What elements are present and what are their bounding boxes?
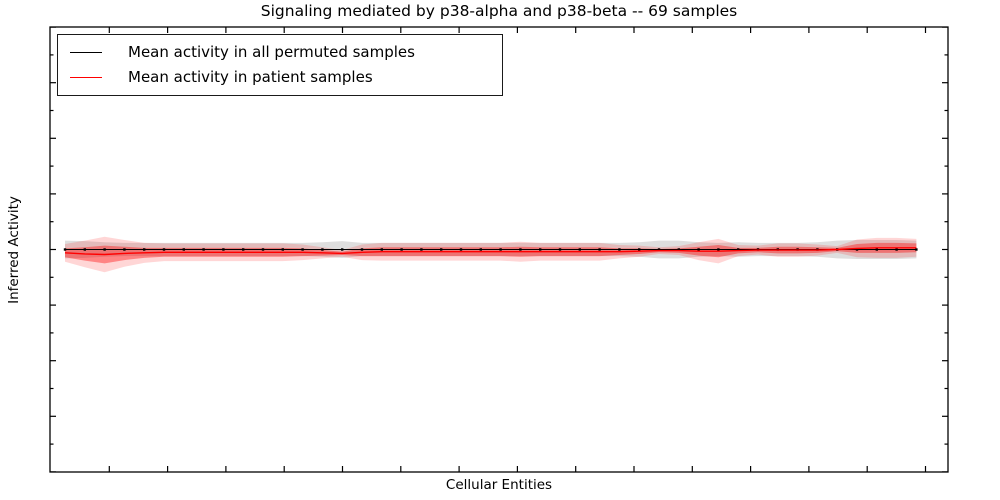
data-point-marker — [519, 248, 522, 251]
legend-label: Mean activity in all permuted samples — [128, 43, 415, 61]
data-point-marker — [558, 248, 562, 251]
data-point-marker — [737, 248, 740, 251]
data-point-marker — [717, 248, 720, 251]
data-point-marker — [360, 248, 364, 251]
data-point-marker — [697, 248, 700, 251]
legend-label: Mean activity in patient samples — [128, 68, 373, 86]
data-point-marker — [202, 248, 205, 251]
data-point-marker — [657, 248, 661, 251]
data-point-marker — [499, 248, 502, 251]
data-point-marker — [578, 248, 581, 251]
patient-mean-line — [64, 247, 917, 256]
data-point-marker — [242, 248, 245, 251]
y-axis-label: Inferred Activity — [6, 196, 22, 304]
x-axis-label: Cellular Entities — [445, 477, 553, 493]
data-point-marker — [539, 248, 542, 251]
data-point-marker — [618, 248, 621, 251]
data-point-marker — [83, 248, 86, 251]
data-point-marker — [301, 248, 304, 251]
bands — [65, 236, 917, 273]
patient-std-band — [65, 242, 917, 264]
data-point-marker — [162, 248, 166, 251]
data-point-marker — [420, 248, 423, 251]
data-point-marker — [400, 248, 403, 251]
data-point-marker — [855, 248, 859, 251]
data-point-marker — [103, 248, 106, 251]
legend-item-permuted: Mean activity in all permuted samples — [70, 45, 502, 60]
data-point-marker — [479, 248, 482, 251]
data-point-marker — [143, 248, 146, 251]
data-point-marker — [459, 248, 463, 251]
data-point-marker — [875, 248, 878, 251]
data-point-marker — [341, 248, 344, 251]
data-point-marker — [63, 248, 67, 251]
axis-ticks — [50, 26, 948, 473]
legend: Mean activity in all permuted samples Me… — [57, 34, 503, 96]
data-point-marker — [638, 248, 641, 251]
data-point-marker — [380, 248, 383, 251]
data-point-marker — [321, 248, 324, 251]
chart-title: Signaling mediated by p38-alpha and p38-… — [260, 2, 738, 20]
data-point-marker — [915, 248, 918, 251]
legend-item-patient: Mean activity in patient samples — [70, 70, 502, 85]
patient-2std-band — [65, 236, 917, 273]
data-point-marker — [261, 248, 265, 251]
data-point-marker — [440, 248, 443, 251]
permuted-line-swatch — [70, 52, 102, 53]
data-point-marker — [281, 248, 284, 251]
data-point-marker — [677, 248, 680, 251]
data-point-marker — [895, 248, 898, 251]
data-point-marker — [182, 248, 185, 251]
data-point-marker — [222, 248, 225, 251]
patient-line-swatch — [70, 77, 102, 78]
data-point-marker — [598, 248, 601, 251]
data-point-marker — [123, 248, 126, 251]
